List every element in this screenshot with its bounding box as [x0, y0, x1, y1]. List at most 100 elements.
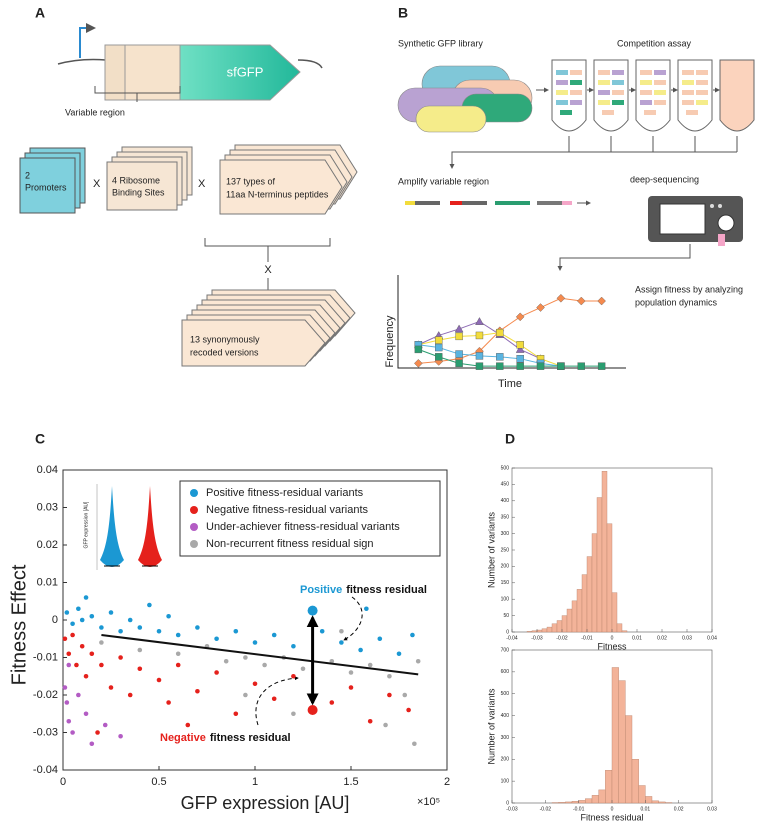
point	[66, 718, 72, 724]
marker	[557, 362, 565, 370]
bracket	[94, 86, 181, 102]
y-tick-label: 300	[501, 531, 510, 537]
x-tick-label: 0.03	[707, 806, 717, 812]
bar	[596, 497, 603, 633]
legend-swatch	[190, 506, 198, 514]
marker	[455, 359, 463, 368]
legend-label: Positive fitness-residual variants	[206, 487, 364, 499]
marker	[475, 362, 484, 370]
point	[300, 666, 306, 672]
bar	[611, 667, 619, 804]
bar	[578, 800, 586, 804]
highlight-point	[307, 705, 318, 715]
bar	[586, 556, 593, 633]
step-label: Synthetic GFP library	[398, 38, 483, 48]
point	[118, 628, 123, 634]
point	[271, 696, 277, 702]
inset-y-label: GFP expression [AU]	[83, 501, 89, 548]
point	[166, 700, 171, 705]
point	[412, 741, 417, 747]
sequencer	[648, 196, 743, 246]
bar	[625, 715, 633, 804]
panel-a: A sfGFP Variable region 2 Promoters X 4 …	[19, 5, 358, 367]
y-axis-label: Fitness Effect	[8, 564, 30, 685]
y-tick-label: 600	[501, 669, 510, 675]
y-tick-label: 0.03	[37, 501, 58, 513]
point	[410, 632, 415, 638]
step-label: population dynamics	[635, 297, 718, 307]
point	[387, 692, 392, 698]
bar	[611, 592, 618, 633]
bar	[531, 630, 538, 633]
point	[118, 733, 123, 739]
x-axis-label: Fitness residual	[580, 812, 643, 822]
bar	[558, 802, 566, 804]
stack-text: 11aa N-terminus peptides	[226, 189, 329, 199]
x-tick-label: 0.01	[640, 806, 650, 812]
amplicons	[405, 201, 572, 205]
point	[102, 722, 108, 728]
legend-label: Under-achiever fitness-residual variants	[206, 521, 400, 533]
stack-text: 13 synonymously	[190, 334, 260, 344]
step-label: Competition assay	[617, 38, 692, 48]
point	[137, 647, 143, 653]
series-line	[418, 297, 602, 364]
bar	[585, 798, 593, 804]
bar	[616, 623, 623, 633]
stack-text: 2	[25, 170, 30, 180]
x-tick-label: 0.01	[632, 635, 642, 641]
x-tick-label: 1	[252, 776, 258, 788]
axes	[397, 275, 626, 369]
point	[175, 632, 181, 638]
y-tick-label: 450	[501, 482, 510, 488]
series-line	[418, 348, 602, 367]
bar	[651, 800, 659, 804]
y-tick-label: 0.04	[37, 464, 58, 476]
point	[339, 628, 344, 634]
point	[156, 677, 162, 683]
point	[406, 707, 411, 713]
x-tick-label: -0.02	[540, 806, 552, 812]
bar	[591, 795, 599, 804]
y-tick-label: 0.01	[37, 576, 58, 588]
point	[66, 651, 72, 657]
point	[108, 685, 114, 690]
point	[214, 636, 219, 642]
arrow	[557, 244, 691, 271]
annotation-emphasis: Positive	[300, 584, 342, 596]
point	[62, 685, 68, 690]
x-tick-label: -0.03	[506, 806, 518, 812]
point	[83, 673, 89, 679]
tubes	[452, 59, 755, 168]
y-tick-label: 500	[501, 691, 510, 697]
panel-label: C	[35, 431, 45, 447]
point	[89, 651, 95, 657]
highlight-point	[307, 605, 318, 616]
legend-label: Non-recurrent fitness residual sign	[206, 538, 374, 550]
marker	[577, 362, 585, 370]
marker	[597, 362, 606, 370]
bar	[566, 608, 573, 633]
point	[175, 662, 181, 668]
bar	[631, 759, 639, 804]
marker	[515, 312, 525, 322]
y-tick-label: 0.02	[37, 539, 58, 551]
marker	[435, 353, 443, 361]
point	[156, 628, 162, 634]
point	[329, 658, 335, 664]
y-tick-label: 250	[501, 547, 510, 553]
point	[262, 662, 267, 668]
panel-label: D	[505, 431, 515, 447]
promoter-arrow	[79, 23, 96, 58]
point	[62, 636, 68, 642]
point	[252, 681, 258, 687]
panel-label: B	[398, 5, 408, 21]
bar	[565, 801, 573, 804]
x-axis-label: Time	[498, 378, 522, 390]
bar	[645, 796, 653, 804]
y-tick-label: 400	[501, 498, 510, 504]
y-tick-label: -0.04	[33, 764, 58, 776]
marker	[435, 343, 443, 352]
